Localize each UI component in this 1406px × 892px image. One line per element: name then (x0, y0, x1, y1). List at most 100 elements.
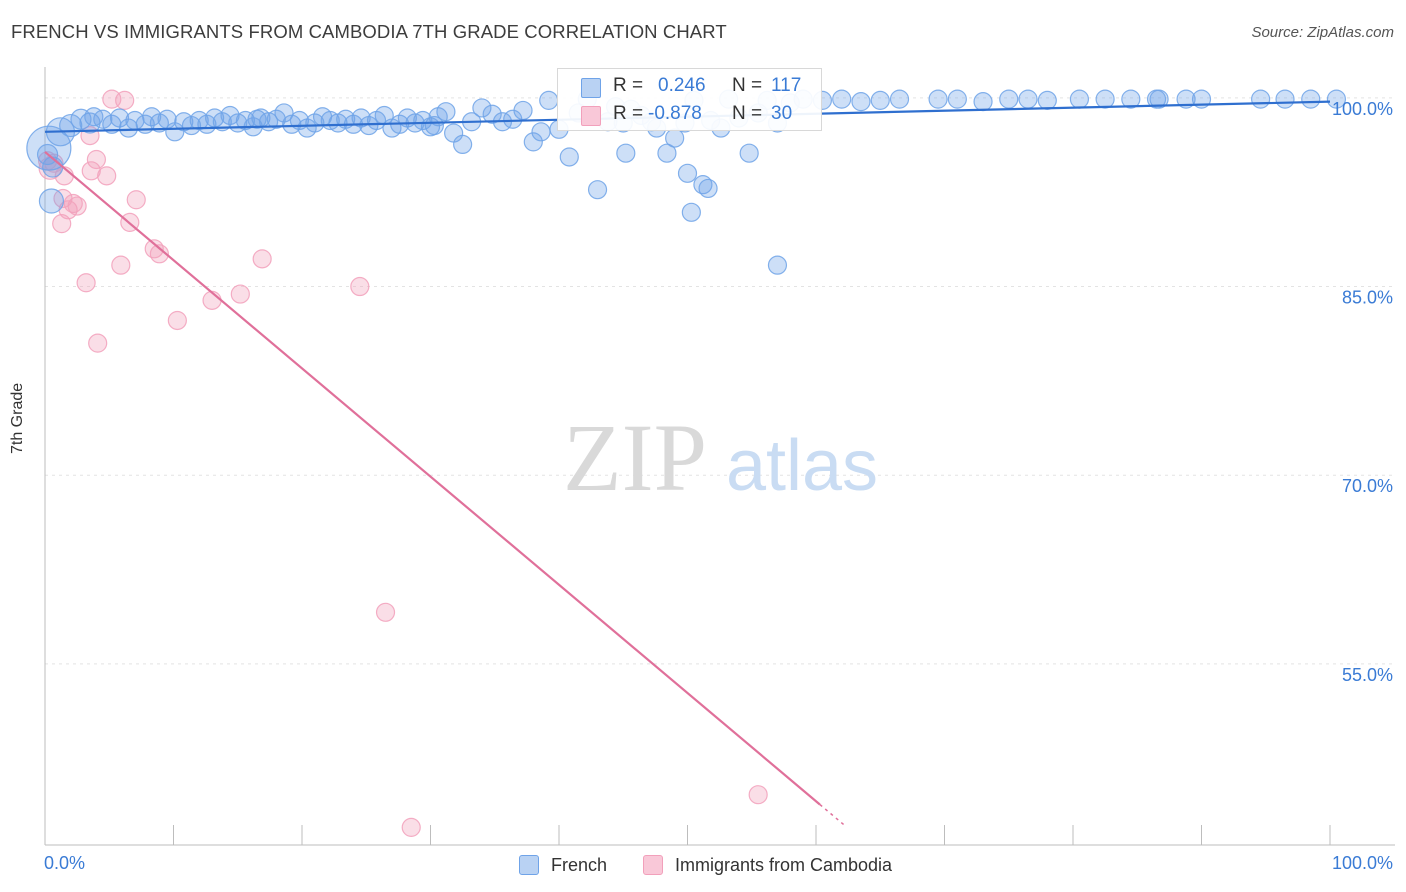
french-point-66 (559, 147, 579, 167)
cambodia-point-7 (67, 196, 87, 216)
y-tick-label-0: 55.0% (1342, 665, 1393, 685)
watermark-zip: ZIP (563, 404, 707, 511)
cambodia-trend-line (44, 151, 821, 806)
french-point-42 (351, 108, 371, 128)
y-tick-label-3: 100.0% (1332, 99, 1393, 119)
french-point-2 (38, 188, 65, 214)
french-r-value: 0.246 (658, 75, 706, 96)
french-point-53 (436, 102, 456, 122)
french-point-61 (513, 100, 533, 121)
french-point-58 (482, 104, 502, 124)
french-point-63 (531, 122, 551, 142)
french-point-50 (413, 110, 433, 131)
x-tick-label-1: 100.0% (1332, 853, 1393, 873)
x-tick-label-0: 0.0% (44, 853, 85, 873)
cambodia-point-27 (401, 817, 421, 837)
cambodia-point-21 (167, 310, 187, 331)
french-point-86 (739, 143, 759, 163)
french-point-116 (698, 178, 718, 199)
french-point-15 (142, 107, 162, 127)
cambodia-r-label: R = (613, 103, 644, 124)
french-point-110 (1251, 89, 1271, 109)
cambodia-point-11 (86, 149, 107, 170)
french-point-104 (1095, 89, 1115, 109)
y-tick-label-1: 70.0% (1342, 476, 1393, 496)
french-point-81 (693, 175, 713, 195)
french-point-93 (832, 89, 852, 109)
cambodia-point-15 (111, 255, 131, 275)
french-point-103 (1069, 89, 1090, 109)
french-point-24 (212, 112, 232, 132)
french-point-78 (665, 128, 685, 148)
stats-row-french: R = 0.246 N = 117 (558, 72, 821, 102)
stats-legend: R = 0.246 N = 117 R = -0.878 N = 30 (557, 68, 822, 131)
legend-french-label: French (551, 854, 608, 875)
legend-cambodia-label: Immigrants from Cambodia (675, 854, 893, 875)
french-point-97 (928, 89, 948, 109)
french-point-55 (453, 134, 473, 155)
y-axis-title: 7th Grade (9, 382, 26, 454)
french-point-111 (1275, 89, 1295, 109)
cambodia-point-18 (126, 190, 146, 210)
cambodia-point-12 (88, 333, 108, 353)
french-swatch (581, 78, 601, 98)
legend-item-french: French (519, 852, 607, 878)
cambodia-point-23 (230, 284, 250, 304)
french-point-62 (523, 132, 543, 152)
french-point-9 (93, 109, 113, 129)
french-point-102 (1037, 90, 1057, 110)
legend-cambodia-swatch (643, 855, 663, 875)
french-point-69 (587, 180, 608, 200)
french-point-99 (973, 92, 993, 112)
cambodia-point-26 (375, 602, 396, 622)
french-point-57 (472, 98, 492, 118)
cambodia-point-13 (97, 166, 117, 186)
french-point-108 (1176, 89, 1196, 109)
french-point-64 (539, 90, 559, 110)
french-point-32 (274, 103, 294, 123)
french-point-98 (947, 89, 967, 109)
french-point-77 (657, 143, 677, 163)
cambodia-point-28 (748, 785, 768, 805)
french-point-0 (26, 125, 72, 171)
french-point-31 (266, 109, 286, 129)
french-point-36 (305, 113, 325, 133)
french-point-118 (767, 255, 788, 275)
cambodia-point-24 (252, 249, 272, 269)
cambodia-point-8 (76, 273, 96, 293)
french-point-121 (247, 109, 267, 129)
cambodia-point-16 (115, 90, 135, 110)
french-point-115 (677, 163, 698, 183)
french-point-112 (1301, 89, 1321, 109)
french-r-label: R = (613, 75, 644, 96)
stats-row-cambodia: R = -0.878 N = 30 (558, 100, 821, 130)
french-point-94 (851, 92, 871, 112)
y-tick-label-2: 85.0% (1342, 288, 1393, 308)
cambodia-point-10 (81, 161, 101, 181)
french-point-100 (999, 89, 1019, 109)
cambodia-trend-extension (819, 803, 847, 827)
cambodia-r-value: -0.878 (648, 103, 702, 124)
french-point-101 (1018, 89, 1038, 109)
french-point-105 (1121, 89, 1141, 109)
axes (44, 67, 1395, 846)
french-n-value: 117 (771, 75, 802, 96)
cambodia-n-value: 30 (771, 103, 793, 124)
french-point-25 (220, 105, 240, 126)
watermark-atlas: atlas (726, 426, 878, 506)
french-point-119 (616, 143, 636, 163)
tick-labels: 55.0% 70.0% 85.0% 100.0% 0.0% 100.0% (44, 99, 1393, 873)
cambodia-point-22 (202, 290, 222, 310)
french-point-120 (424, 115, 444, 136)
french-point-95 (870, 90, 890, 110)
source-note: Source: ZipAtlas.com (1251, 24, 1394, 41)
bottom-legend: French Immigrants from Cambodia (0, 852, 1406, 878)
french-point-107 (1149, 89, 1169, 109)
french-point-117 (681, 202, 701, 222)
french-n-label: N = (732, 75, 763, 96)
chart-title: FRENCH VS IMMIGRANTS FROM CAMBODIA 7TH G… (11, 21, 727, 42)
cambodia-point-25 (350, 276, 370, 297)
french-point-113 (1326, 89, 1347, 109)
legend-french-swatch (519, 855, 539, 875)
